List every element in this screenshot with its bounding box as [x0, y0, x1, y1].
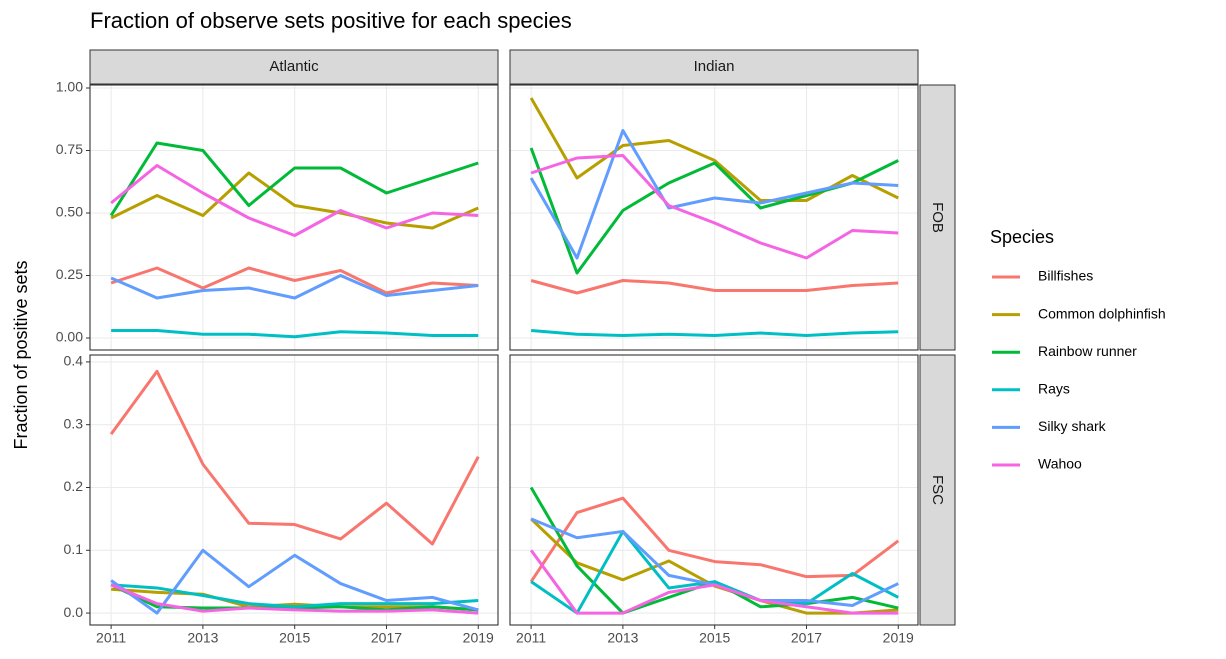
- y-tick-label: 0.4: [64, 353, 84, 369]
- legend-label: Rays: [1038, 381, 1070, 397]
- strip: [919, 354, 956, 626]
- x-tick-label: 2011: [96, 630, 126, 646]
- x-tick-label: 2017: [371, 630, 402, 646]
- y-tick-label: 1.00: [56, 79, 83, 95]
- x-tick-label: 2015: [699, 630, 730, 646]
- series-line: [110, 171, 479, 230]
- x-tick-label: 2017: [791, 630, 822, 646]
- y-axis-label: Fraction of positive sets: [11, 260, 31, 449]
- legend-label: Billfishes: [1038, 268, 1093, 284]
- x-tick-label: 2013: [187, 630, 218, 646]
- legend-label: Rainbow runner: [1038, 343, 1137, 359]
- series-line: [530, 154, 899, 260]
- x-tick-label: 2011: [516, 630, 546, 646]
- y-tick-label: 0.75: [56, 141, 83, 157]
- legend-label: Common dolphinfish: [1038, 305, 1166, 321]
- panel-background: [510, 355, 918, 625]
- chart-title: Fraction of observe sets positive for ea…: [90, 8, 572, 33]
- y-tick-label: 0.25: [56, 266, 83, 282]
- y-tick-label: 0.50: [56, 204, 83, 220]
- strip: [89, 49, 499, 85]
- x-tick-label: 2013: [607, 630, 638, 646]
- series-line: [529, 129, 899, 260]
- series-line: [110, 164, 479, 237]
- panel-border: [89, 354, 499, 626]
- y-tick-label: 0.1: [64, 541, 84, 557]
- y-tick-label: 0.3: [64, 415, 84, 431]
- series-line: [109, 369, 480, 546]
- series-line: [110, 548, 479, 615]
- y-tick-label: 0.00: [56, 329, 83, 345]
- series-line: [530, 279, 899, 295]
- x-tick-label: 2019: [883, 630, 914, 646]
- series-line: [529, 496, 900, 583]
- series-line: [530, 329, 899, 337]
- panel-border: [509, 354, 919, 626]
- strip-label: Indian: [694, 58, 735, 75]
- legend-label: Wahoo: [1038, 456, 1082, 472]
- x-tick-label: 2015: [279, 630, 310, 646]
- series-line: [529, 549, 899, 615]
- series-line: [529, 97, 899, 202]
- legend-title: Species: [990, 227, 1054, 247]
- x-tick-label: 2019: [463, 630, 494, 646]
- strip-label: FOB: [929, 202, 946, 233]
- legend-label: Silky shark: [1038, 418, 1107, 434]
- strip: [919, 84, 956, 351]
- strip: [509, 49, 919, 85]
- series-line: [110, 583, 479, 615]
- panel-background: [90, 355, 498, 625]
- panel-border: [89, 84, 499, 351]
- y-tick-label: 0.0: [64, 604, 84, 620]
- panel-border: [509, 84, 919, 351]
- series-line: [109, 141, 479, 217]
- strip-label: FSC: [929, 475, 946, 505]
- y-tick-label: 0.2: [64, 478, 84, 494]
- series-line: [110, 266, 479, 295]
- series-line: [111, 329, 479, 339]
- panel-background: [90, 85, 498, 350]
- panel-background: [510, 85, 918, 350]
- series-line: [110, 274, 479, 300]
- strip-label: Atlantic: [269, 58, 319, 75]
- series-line: [530, 529, 899, 615]
